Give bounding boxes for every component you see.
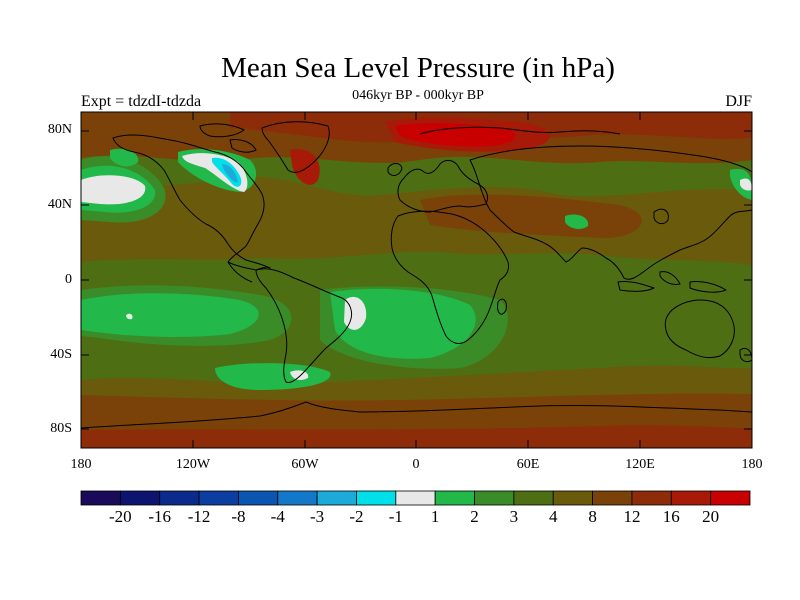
colorbar-box-15 bbox=[670, 490, 712, 506]
field-2-3-southern-ocean bbox=[215, 363, 331, 390]
coast-indonesia-1 bbox=[617, 281, 655, 292]
field-2-3-south-atlantic bbox=[330, 288, 476, 359]
colorbar-label: 12 bbox=[623, 507, 641, 526]
colorbar-label: -12 bbox=[187, 507, 211, 526]
field-1-2-pacific-dot bbox=[126, 313, 133, 320]
field-8-12-asia bbox=[420, 194, 642, 239]
lon-label-120w: 120W bbox=[175, 457, 211, 472]
colorbar-box-11 bbox=[513, 490, 554, 506]
lon-label-60w: 60W bbox=[291, 457, 319, 472]
colorbar-label: 3 bbox=[509, 507, 519, 526]
map-title: Mean Sea Level Pressure (in hPa) bbox=[221, 52, 615, 84]
lat-label-40s: 40S bbox=[50, 347, 72, 362]
coast-asia bbox=[469, 145, 752, 280]
colorbar-label: -1 bbox=[388, 507, 403, 526]
field-gt20-arctic bbox=[395, 122, 516, 147]
colorbar-label: -20 bbox=[109, 507, 132, 526]
colorbar-box-10 bbox=[474, 490, 515, 506]
field-16-20-greenland bbox=[290, 149, 320, 185]
colorbar-label: 16 bbox=[662, 507, 680, 526]
field-1-2-east-edge bbox=[740, 178, 752, 191]
colorbar-label: -3 bbox=[310, 507, 325, 526]
field-1-2-north-pacific bbox=[81, 175, 146, 205]
colorbar-box-7 bbox=[356, 490, 397, 506]
colorbar-box-2 bbox=[159, 490, 200, 506]
colorbar-box-9 bbox=[434, 490, 475, 506]
lon-label-60e: 60E bbox=[516, 457, 540, 472]
map-subtitle: 046kyr BP - 000kyr BP bbox=[352, 88, 484, 103]
colorbar-label: 1 bbox=[430, 507, 440, 526]
coast-indonesia-2 bbox=[659, 271, 681, 285]
field-4-8-north bbox=[81, 176, 752, 265]
pressure-field bbox=[81, 112, 752, 448]
coast-madagascar bbox=[497, 298, 507, 315]
colorbar-box-6 bbox=[316, 490, 357, 506]
axis-ticks bbox=[81, 112, 752, 448]
colorbar-label: -2 bbox=[349, 507, 364, 526]
coast-antarctica bbox=[81, 401, 752, 429]
lon-label-120e: 120E bbox=[625, 457, 655, 472]
lat-label-40n: 40N bbox=[47, 197, 72, 212]
coast-europe bbox=[397, 159, 489, 213]
coast-japan bbox=[653, 208, 669, 225]
colorbar bbox=[80, 490, 751, 506]
coastlines bbox=[81, 121, 752, 429]
coast-central-america bbox=[227, 261, 253, 283]
colorbar-box-5 bbox=[277, 490, 318, 506]
field-2-3-bering bbox=[110, 148, 139, 167]
lat-label-0: 0 bbox=[65, 272, 72, 287]
colorbar-box-12 bbox=[552, 490, 593, 506]
coast-greenland bbox=[261, 121, 330, 173]
colorbar-box-16 bbox=[710, 490, 751, 506]
lat-label-80s: 80S bbox=[50, 421, 72, 436]
colorbar-box-8 bbox=[395, 490, 436, 506]
season-label: DJF bbox=[725, 93, 752, 110]
coast-new-guinea bbox=[689, 281, 727, 293]
colorbar-box-4 bbox=[238, 490, 279, 506]
coast-siberia-north bbox=[419, 126, 621, 135]
colorbar-label: 2 bbox=[470, 507, 479, 526]
lat-label-80n: 80N bbox=[47, 122, 72, 137]
colorbar-box-3 bbox=[198, 490, 239, 506]
field-12-16-antarctic bbox=[81, 425, 752, 448]
coast-australia bbox=[664, 299, 735, 359]
colorbar-label: 8 bbox=[588, 507, 597, 526]
coast-arctic-islands-1 bbox=[199, 123, 245, 138]
field-2-3-tibet bbox=[565, 214, 589, 229]
colorbar-box-14 bbox=[631, 490, 672, 506]
colorbar-box-1 bbox=[119, 490, 161, 506]
colorbar-label: -4 bbox=[270, 507, 285, 526]
field-2-3-south-pacific bbox=[81, 293, 259, 337]
colorbar-box-13 bbox=[592, 490, 633, 506]
field-laurentide-neg-3 bbox=[222, 164, 238, 183]
coast-british-isles bbox=[387, 163, 403, 176]
experiment-label: Expt = tdzdI-tdzda bbox=[81, 93, 202, 110]
lon-label-180-left: 180 bbox=[70, 457, 92, 472]
coast-africa bbox=[390, 210, 509, 344]
colorbar-label: 20 bbox=[702, 507, 720, 526]
coast-arctic-islands-2 bbox=[229, 139, 257, 153]
colorbar-label: 4 bbox=[548, 507, 558, 526]
lon-label-0: 0 bbox=[412, 457, 420, 472]
colorbar-box-0 bbox=[80, 490, 121, 506]
colorbar-label: -16 bbox=[148, 507, 172, 526]
coast-south-america bbox=[255, 268, 353, 383]
lon-label-180-right: 180 bbox=[741, 457, 763, 472]
colorbar-label: -8 bbox=[231, 507, 246, 526]
